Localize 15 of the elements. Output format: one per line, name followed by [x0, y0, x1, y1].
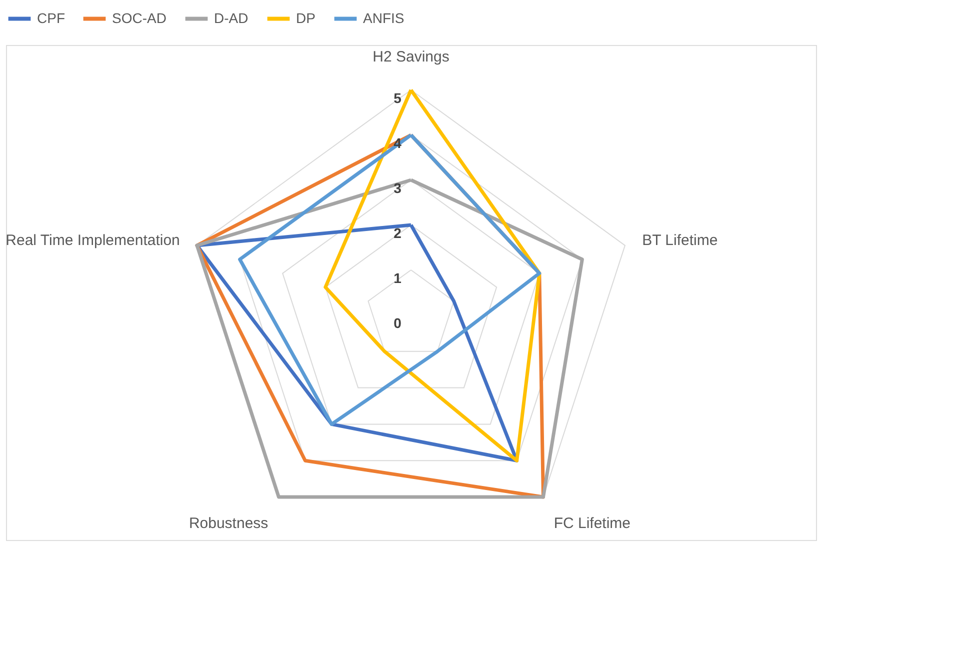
y-tick-label: 0 [394, 315, 402, 331]
legend-label: SOC-AD [112, 10, 166, 26]
spoke-label: BT Lifetime [642, 232, 718, 249]
spoke-label: Real Time Implementation [6, 232, 180, 249]
legend-label: ANFIS [363, 10, 404, 26]
y-tick-label: 2 [394, 225, 402, 241]
y-tick-label: 3 [394, 180, 402, 196]
legend-label: D-AD [214, 10, 248, 26]
legend-label: DP [296, 10, 316, 26]
y-tick-label: 5 [394, 90, 402, 106]
legend-label: CPF [37, 10, 65, 26]
y-tick-label: 1 [394, 270, 402, 286]
spoke-label: FC Lifetime [554, 514, 631, 532]
spoke-label: Robustness [188, 514, 268, 532]
spoke-label: H2 Savings [372, 48, 450, 66]
